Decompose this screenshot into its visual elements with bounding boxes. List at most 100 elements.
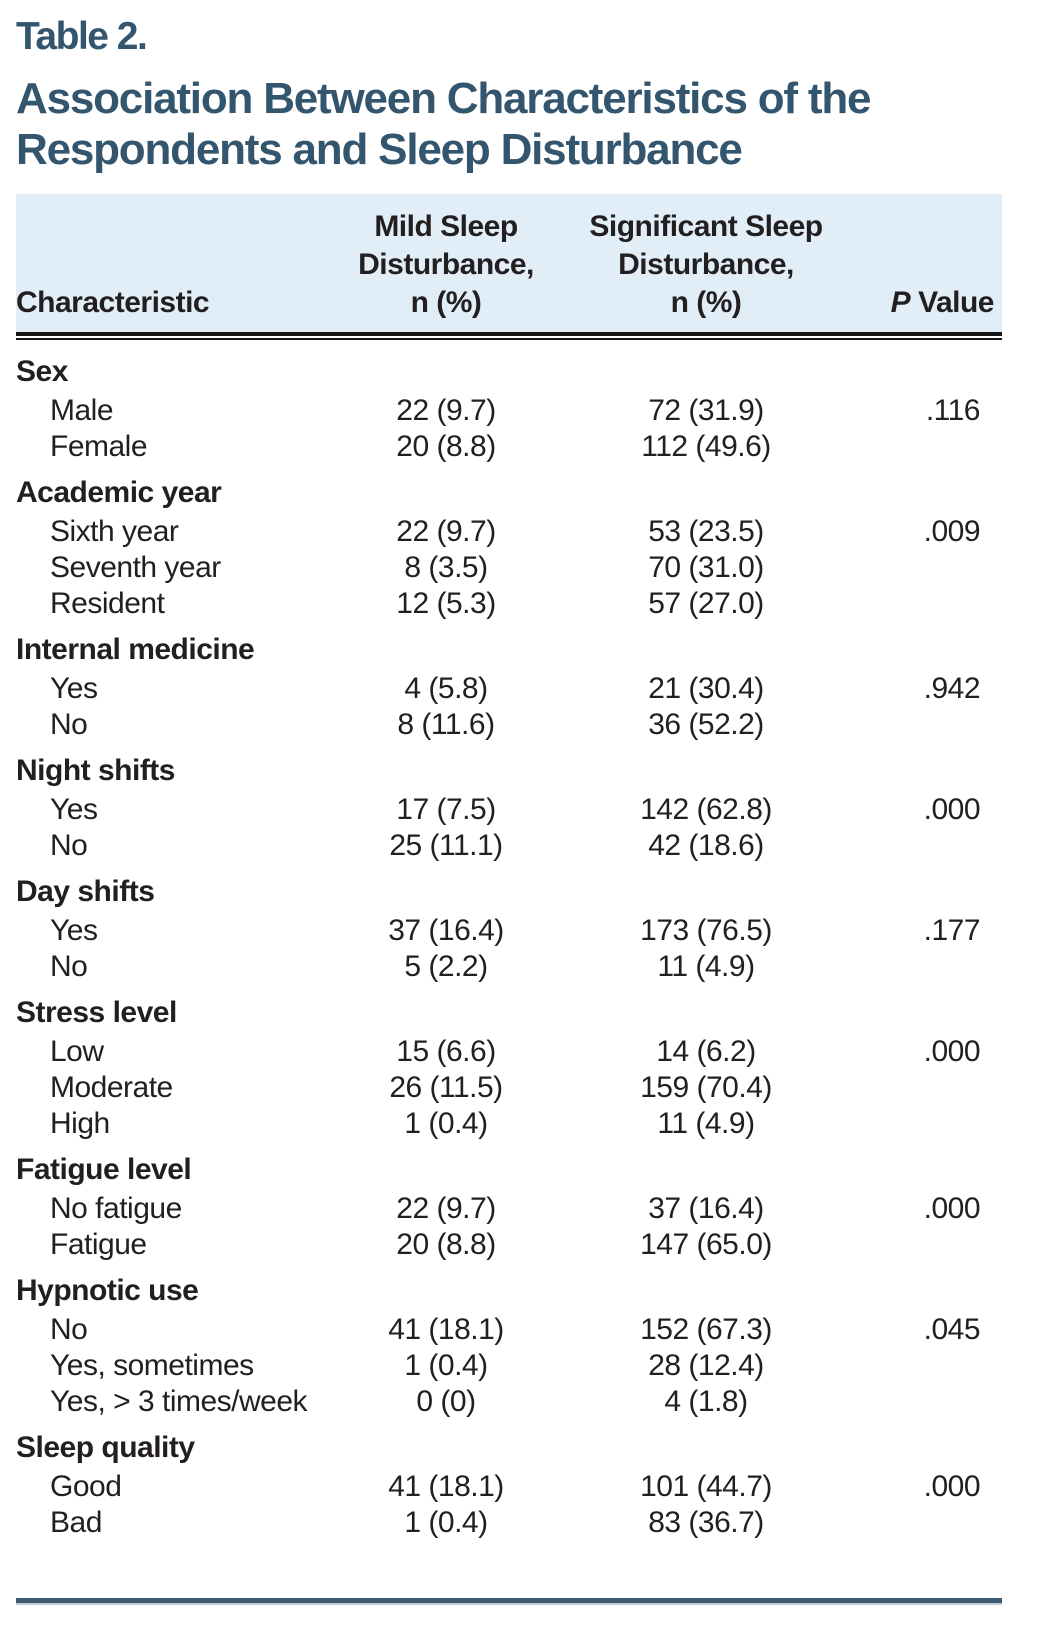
column-header-significant-line-3: n (%): [670, 285, 742, 319]
significant-disturbance-cell: 152 (67.3): [640, 1312, 772, 1346]
mild-disturbance-cell: 22 (9.7): [396, 393, 496, 427]
significant-disturbance-cell: 83 (36.7): [648, 1505, 764, 1539]
significant-disturbance-cell: 147 (65.0): [640, 1227, 772, 1261]
p-value-cell: .177: [923, 913, 981, 947]
significant-disturbance-cell: 112 (49.6): [641, 429, 771, 463]
row-label-cell: High: [50, 1106, 110, 1140]
row-label-cell: Moderate: [50, 1070, 173, 1104]
significant-disturbance-cell: 101 (44.7): [640, 1469, 772, 1503]
significant-disturbance-cell: 42 (18.6): [648, 828, 764, 862]
table-bottom-rule: [16, 1598, 1002, 1605]
row-label-cell: Yes, sometimes: [50, 1348, 254, 1382]
table-title-line-2: Respondents and Sleep Disturbance: [16, 124, 743, 174]
p-value-cell: .045: [923, 1312, 981, 1346]
significant-disturbance-cell: 72 (31.9): [648, 393, 764, 427]
row-label-cell: No: [50, 828, 88, 862]
header-double-rule: [16, 331, 1002, 340]
row-label-cell: Yes: [50, 671, 98, 705]
column-header-significant-line-2: Disturbance,: [618, 247, 794, 281]
mild-disturbance-cell: 8 (11.6): [397, 707, 495, 741]
table-figure: Table 2. Association Between Characteris…: [16, 0, 1002, 1541]
row-label-cell: Seventh year: [50, 550, 221, 584]
group-header-row: Day shifts: [16, 874, 155, 908]
significant-disturbance-cell: 21 (30.4): [648, 671, 764, 705]
p-value-cell: [856, 1106, 1002, 1142]
table-row: Sixth year 22 (9.7) 53 (23.5) .009: [16, 514, 1002, 550]
mild-disturbance-cell: 1 (0.4): [404, 1505, 488, 1539]
row-label-cell: No: [50, 1312, 88, 1346]
p-value-cell: [856, 586, 1002, 622]
table-row: No 41 (18.1) 152 (67.3) .045: [16, 1312, 1002, 1348]
table-row: Yes 4 (5.8) 21 (30.4) .942: [16, 671, 1002, 707]
table-row: Fatigue 20 (8.8) 147 (65.0): [16, 1227, 1002, 1263]
significant-disturbance-cell: 14 (6.2): [656, 1034, 756, 1068]
mild-disturbance-cell: 17 (7.5): [396, 792, 496, 826]
mild-disturbance-cell: 8 (3.5): [404, 550, 488, 584]
table-number-label: Table 2.: [16, 15, 148, 58]
p-value-cell: [856, 1070, 1002, 1106]
mild-disturbance-cell: 41 (18.1): [388, 1312, 504, 1346]
table-row: Low 15 (6.6) 14 (6.2) .000: [16, 1034, 1002, 1070]
mild-disturbance-cell: 15 (6.6): [396, 1034, 496, 1068]
mild-disturbance-cell: 4 (5.8): [404, 671, 488, 705]
mild-disturbance-cell: 20 (8.8): [396, 429, 496, 463]
row-label-cell: Low: [50, 1034, 104, 1068]
p-value-cell: .000: [923, 1034, 981, 1068]
p-value-cell: [856, 949, 1002, 985]
significant-disturbance-cell: 57 (27.0): [648, 586, 764, 620]
mild-disturbance-cell: 37 (16.4): [388, 913, 504, 947]
p-value-cell: .116: [925, 393, 981, 427]
column-header-significant-line-1: Significant Sleep: [589, 209, 823, 243]
row-label-cell: Yes, > 3 times/week: [50, 1384, 308, 1418]
row-label-cell: Bad: [50, 1505, 102, 1539]
group-header-row: Sleep quality: [16, 1430, 195, 1464]
significant-disturbance-cell: 173 (76.5): [640, 913, 772, 947]
column-header-significant-sleep: Significant Sleep Disturbance, n (%): [556, 208, 856, 322]
row-label-cell: Male: [50, 393, 114, 427]
p-value-cell: [856, 707, 1002, 743]
row-label-cell: Fatigue: [50, 1227, 147, 1261]
column-header-mild-sleep: Mild Sleep Disturbance, n (%): [336, 208, 556, 322]
row-label-cell: No: [50, 707, 88, 741]
p-value-cell: [856, 1227, 1002, 1263]
column-header-mild-line-3: n (%): [410, 285, 482, 319]
group-header-row: Academic year: [16, 475, 222, 509]
significant-disturbance-cell: 70 (31.0): [648, 550, 764, 584]
group-header-row: Fatigue level: [16, 1152, 192, 1186]
table-row: Good 41 (18.1) 101 (44.7) .000: [16, 1469, 1002, 1505]
table-row: Female 20 (8.8) 112 (49.6): [16, 429, 1002, 465]
row-label-cell: No: [50, 949, 88, 983]
significant-disturbance-cell: 4 (1.8): [664, 1384, 748, 1418]
row-label-cell: Yes: [50, 913, 98, 947]
p-value-cell: [856, 550, 1002, 586]
row-label-cell: No fatigue: [50, 1191, 182, 1225]
table-row: Male 22 (9.7) 72 (31.9) .116: [16, 393, 1002, 429]
column-header-mild-line-1: Mild Sleep: [374, 209, 518, 243]
table-header-row: Characteristic Mild Sleep Disturbance, n…: [16, 193, 1002, 332]
group-header-row: Hypnotic use: [16, 1273, 199, 1307]
p-value-italic-p: P: [890, 285, 911, 319]
mild-disturbance-cell: 22 (9.7): [396, 1191, 496, 1225]
significant-disturbance-cell: 37 (16.4): [648, 1191, 764, 1225]
table-row: High 1 (0.4) 11 (4.9): [16, 1106, 1002, 1142]
column-header-p-value: P Value: [856, 284, 1002, 322]
p-value-cell: .000: [923, 1469, 981, 1503]
row-label-cell: Good: [50, 1469, 122, 1503]
significant-disturbance-cell: 36 (52.2): [648, 707, 764, 741]
column-header-characteristic: Characteristic: [16, 285, 210, 319]
table-row: Yes 17 (7.5) 142 (62.8) .000: [16, 792, 1002, 828]
mild-disturbance-cell: 41 (18.1): [388, 1469, 504, 1503]
table-row: Resident 12 (5.3) 57 (27.0): [16, 586, 1002, 622]
group-header-row: Stress level: [16, 995, 177, 1029]
table-row: No 25 (11.1) 42 (18.6): [16, 828, 1002, 864]
p-value-cell: .942: [923, 671, 981, 705]
table-row: Yes, sometimes 1 (0.4) 28 (12.4): [16, 1348, 1002, 1384]
row-label-cell: Female: [50, 429, 148, 463]
group-header-row: Sex: [16, 354, 68, 388]
mild-disturbance-cell: 1 (0.4): [404, 1348, 488, 1382]
table-row: Bad 1 (0.4) 83 (36.7): [16, 1505, 1002, 1541]
table-row: No 8 (11.6) 36 (52.2): [16, 707, 1002, 743]
p-value-cell: [856, 1348, 1002, 1384]
mild-disturbance-cell: 12 (5.3): [396, 586, 496, 620]
